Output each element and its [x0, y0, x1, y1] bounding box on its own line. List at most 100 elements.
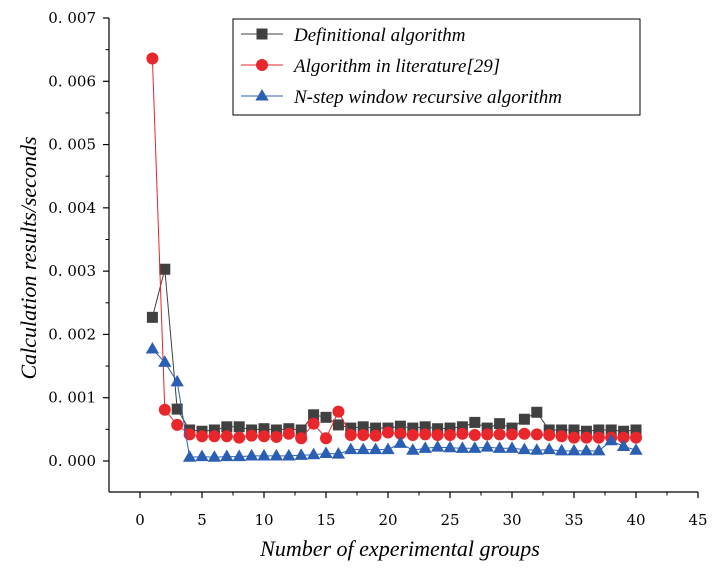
- x-tick-label: 25: [440, 511, 459, 529]
- y-tick-label: 0. 004: [48, 199, 96, 217]
- circle-marker: [158, 403, 171, 416]
- square-marker: [605, 424, 617, 436]
- square-marker: [506, 422, 518, 434]
- square-marker: [630, 424, 642, 436]
- circle-marker: [543, 429, 556, 442]
- y-axis-title: Calculation results/seconds: [16, 136, 41, 379]
- circle-marker: [357, 429, 370, 442]
- triangle-marker: [381, 442, 395, 455]
- triangle-marker: [443, 440, 457, 453]
- triangle-marker: [331, 447, 346, 459]
- circle-marker: [208, 430, 221, 443]
- y-tick-label: 0. 002: [48, 325, 96, 343]
- circle-marker: [444, 429, 456, 442]
- triangle-marker: [492, 441, 507, 453]
- triangle-marker: [517, 442, 532, 455]
- square-marker: [171, 403, 183, 415]
- triangle-marker: [430, 440, 445, 452]
- legend-item-1: Definitional algorithm: [241, 25, 466, 46]
- triangle-marker: [554, 443, 569, 456]
- triangle-marker: [182, 450, 197, 462]
- triangle-marker: [244, 448, 259, 461]
- y-tick-label: 0. 001: [48, 389, 96, 407]
- x-tick-label: 30: [502, 511, 521, 529]
- circle-marker: [406, 429, 419, 442]
- square-marker: [618, 425, 630, 437]
- square-marker: [556, 424, 568, 436]
- square-marker: [370, 422, 382, 434]
- triangle-marker: [145, 341, 160, 354]
- circle-marker: [555, 430, 568, 443]
- circle-marker: [530, 428, 543, 441]
- circle-marker: [295, 432, 308, 445]
- y-tick-label: 0. 000: [48, 452, 96, 470]
- triangle-marker: [505, 441, 519, 453]
- square-marker: [357, 421, 369, 433]
- square-marker: [518, 413, 530, 425]
- legend-box: [232, 18, 641, 116]
- circle-marker: [282, 427, 295, 440]
- circle-marker: [369, 429, 382, 442]
- plot-frame: [108, 18, 698, 493]
- triangle-marker: [406, 443, 420, 455]
- circle-marker: [332, 405, 345, 418]
- legend-item-2: Algorithm in literature[29]: [241, 56, 500, 77]
- triangle-marker: [282, 448, 296, 461]
- square-marker: [394, 420, 406, 432]
- square-marker: [320, 411, 332, 423]
- circle-marker: [493, 428, 506, 441]
- circle-marker: [220, 430, 233, 443]
- x-axis-title: Number of experimental groups: [259, 536, 540, 561]
- circle-marker: [617, 431, 630, 444]
- triangle-marker: [269, 448, 284, 461]
- square-marker: [456, 421, 468, 433]
- square-marker: [258, 423, 270, 435]
- circle-marker: [630, 431, 642, 444]
- triangle-marker: [592, 443, 606, 456]
- square-marker: [159, 263, 171, 275]
- triangle-marker: [306, 447, 321, 460]
- circle-marker: [580, 431, 593, 444]
- triangle-marker: [207, 450, 222, 462]
- circle-marker: [344, 429, 357, 442]
- square-marker: [208, 424, 220, 436]
- square-marker: [233, 421, 245, 433]
- triangle-marker: [344, 442, 358, 455]
- triangle-marker: [356, 442, 370, 455]
- triangle-marker: [604, 433, 618, 446]
- triangle-marker: [393, 436, 408, 448]
- triangle-marker: [170, 374, 184, 387]
- square-marker: [407, 422, 419, 434]
- circle-marker: [518, 427, 531, 440]
- square-marker: [580, 425, 592, 437]
- square-marker: [270, 424, 282, 436]
- y-tick-label: 0. 005: [48, 136, 96, 154]
- series-layer: [145, 52, 643, 462]
- triangle-marker: [530, 443, 544, 455]
- square-marker: [568, 424, 580, 436]
- legend-label: Definitional algorithm: [293, 25, 466, 46]
- circle-marker: [506, 428, 518, 441]
- legend-item-3: N-step window recursive algorithm: [241, 87, 562, 108]
- x-tick-label: 15: [316, 511, 335, 529]
- triangle-marker: [220, 449, 234, 462]
- series-line: [152, 348, 637, 458]
- triangle-marker: [579, 443, 594, 456]
- triangle-marker: [195, 449, 209, 462]
- y-tick-label: 0. 006: [48, 72, 96, 90]
- y-axis-ticks: 0. 000 0. 001 0. 002 0. 003 0. 004 0. 005 0. 0…: [48, 9, 109, 470]
- triangle-marker: [294, 448, 308, 460]
- triangle-marker: [418, 441, 432, 453]
- square-marker: [432, 423, 444, 435]
- square-marker: [345, 422, 357, 434]
- x-tick-label: 35: [564, 511, 583, 529]
- triangle-marker: [480, 440, 494, 452]
- circle-marker: [431, 429, 444, 442]
- circle-marker: [481, 428, 494, 441]
- legend-label: N-step window recursive algorithm: [293, 87, 562, 108]
- triangle-marker: [567, 443, 581, 456]
- triangle-marker: [629, 443, 643, 455]
- legend-label: Algorithm in literature[29]: [292, 56, 500, 77]
- circle-marker: [146, 52, 159, 65]
- triangle-marker: [368, 442, 383, 455]
